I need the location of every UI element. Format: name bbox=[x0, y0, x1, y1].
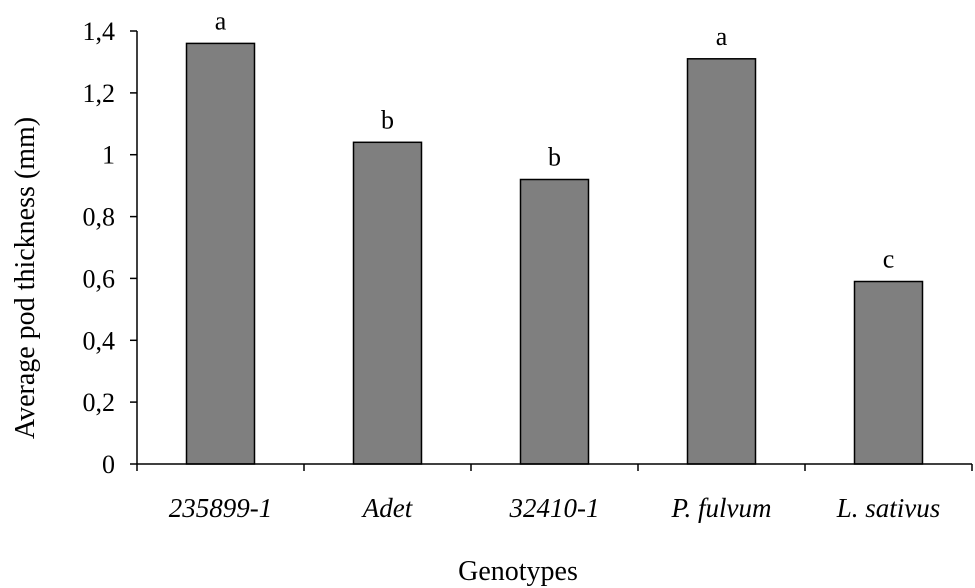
y-tick-label: 0,8 bbox=[83, 203, 116, 232]
y-tick-label: 0,2 bbox=[83, 388, 116, 417]
bar bbox=[853, 280, 924, 465]
x-tick-label: 235899-1 bbox=[169, 493, 273, 523]
x-tick-label: 32410-1 bbox=[509, 493, 600, 523]
y-tick-label: 1,2 bbox=[83, 79, 116, 108]
y-tick-label: 1,4 bbox=[83, 17, 116, 46]
bar bbox=[352, 141, 423, 465]
y-tick-label: 1 bbox=[102, 141, 115, 170]
x-tick-label: L. sativus bbox=[836, 493, 941, 523]
y-tick-label: 0 bbox=[102, 450, 115, 479]
bars-group bbox=[185, 42, 924, 465]
significance-letter: c bbox=[883, 245, 895, 274]
significance-letter: b bbox=[548, 143, 561, 172]
significance-letter: a bbox=[716, 22, 728, 51]
x-tick-label: Adet bbox=[361, 493, 414, 523]
significance-letter: b bbox=[381, 105, 394, 134]
bar bbox=[519, 178, 590, 465]
labels-group: a b b a c 0 0,2 0,4 0,6 0,8 1 1,2 1,4 235899-1 Adet 324… bbox=[83, 6, 941, 523]
x-axis-title: Genotypes bbox=[458, 556, 578, 587]
y-tick-label: 0,6 bbox=[83, 264, 116, 293]
axes-group bbox=[130, 30, 973, 471]
bar bbox=[185, 42, 256, 465]
y-axis-title: Average pod thickness (mm) bbox=[10, 117, 41, 439]
x-tick-label: P. fulvum bbox=[671, 493, 772, 523]
y-tick-label: 0,4 bbox=[83, 326, 116, 355]
bar bbox=[686, 58, 757, 465]
significance-letter: a bbox=[215, 6, 227, 35]
